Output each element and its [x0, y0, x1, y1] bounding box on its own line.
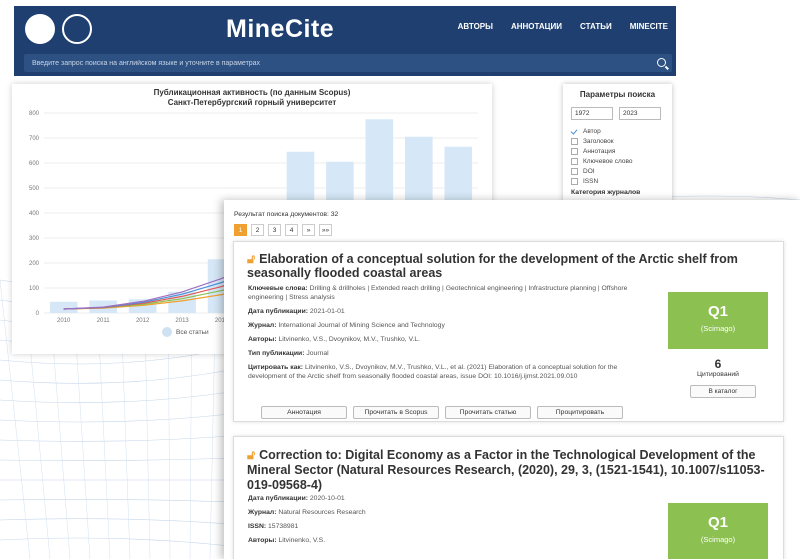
- journal-category-label: Категория журналов: [571, 189, 641, 196]
- article-title[interactable]: 🔓︎ Correction to: Digital Economy as a Fa…: [247, 448, 765, 492]
- bar-2010: [49, 301, 78, 313]
- site-header: MineCite АВТОРЫ АННОТАЦИИ СТАТЬИ MINECIT…: [14, 6, 676, 76]
- option-doi[interactable]: DOI: [571, 166, 664, 176]
- x-tick-label: 2013: [175, 318, 189, 323]
- date-field: Дата публикации: 2020-10-01: [248, 495, 345, 502]
- card-actions: Аннотация Прочитать в Scopus Прочитать с…: [261, 406, 623, 419]
- search-icon[interactable]: [657, 58, 666, 67]
- publication-type-field: Тип публикации: Journal: [248, 350, 329, 357]
- background-grid-line: [0, 457, 231, 461]
- checkbox-issn[interactable]: [571, 177, 578, 185]
- search-bar: [24, 54, 672, 72]
- params-title: Параметры поиска: [579, 90, 656, 99]
- read-in-scopus-button[interactable]: Прочитать в Scopus: [353, 406, 439, 419]
- article-title[interactable]: 🔓︎ Elaboration of a conceptual solution f…: [247, 252, 738, 280]
- nav-authors[interactable]: АВТОРЫ: [457, 22, 493, 31]
- main-nav: АВТОРЫ АННОТАЦИИ СТАТЬИ MINECITE: [458, 22, 668, 31]
- background-grid-line: [0, 369, 231, 384]
- x-tick-label: 2011: [97, 318, 111, 323]
- y-tick-label: 600: [29, 161, 40, 167]
- results-count: Результат поиска документов: 32: [234, 211, 339, 218]
- site-title[interactable]: MineCite: [226, 15, 335, 43]
- checkbox-author[interactable]: [571, 127, 578, 135]
- option-annotation[interactable]: Аннотация: [571, 146, 664, 156]
- chart-title: Публикационная активность (по данным Sco…: [153, 88, 351, 97]
- background-grid-line: [0, 499, 231, 503]
- open-access-lock-icon: 🔓︎: [247, 252, 256, 266]
- date-field: Дата публикации: 2021-01-01: [248, 308, 345, 315]
- quartile-badge: Q1 (Scimago): [668, 292, 768, 349]
- background-grid-line: [0, 518, 231, 525]
- authors-field: Авторы: Litvinenko, V.S.: [248, 537, 326, 544]
- x-tick-label: 2010: [57, 318, 71, 323]
- university-seal-logo[interactable]: [62, 14, 92, 44]
- background-grid-line: [0, 435, 231, 442]
- checkbox-keyword[interactable]: [571, 157, 578, 165]
- page-2-button[interactable]: 2: [251, 224, 264, 236]
- page-3-button[interactable]: 3: [268, 224, 281, 236]
- option-keyword[interactable]: Ключевое слово: [571, 156, 664, 166]
- background-grid-line: [0, 413, 231, 423]
- citations-count: 6 Цитирований: [697, 357, 739, 378]
- search-params-panel: Параметры поиска Автор Заголовок Аннотац…: [563, 84, 672, 202]
- annotation-button[interactable]: Аннотация: [261, 406, 347, 419]
- checkbox-annotation[interactable]: [571, 147, 578, 155]
- journal-field: Журнал: Natural Resources Research: [248, 509, 366, 516]
- y-tick-label: 500: [29, 186, 40, 192]
- results-count-value: 32: [330, 211, 339, 218]
- open-access-lock-icon: 🔓︎: [247, 448, 256, 462]
- nav-minecite[interactable]: MINECITE: [629, 22, 668, 31]
- y-tick-label: 400: [29, 211, 40, 217]
- cite-as-field: Цитировать как: Litvinenko, V.S., Dvoyni…: [248, 364, 618, 380]
- journal-field: Журнал: International Journal of Mining …: [248, 322, 445, 329]
- checkbox-title[interactable]: [571, 137, 578, 145]
- x-tick-label: 2012: [136, 318, 150, 323]
- last-page-button[interactable]: »»: [319, 224, 332, 236]
- add-to-catalog-button[interactable]: В каталог: [690, 385, 756, 398]
- issn-field: ISSN: 15738981: [248, 523, 299, 530]
- quartile-badge: Q1 (Scimago): [668, 503, 768, 559]
- read-article-button[interactable]: Прочитать статью: [445, 406, 531, 419]
- y-tick-label: 200: [29, 261, 40, 267]
- year-from-input[interactable]: [571, 107, 613, 120]
- x-tick-label: 2014: [215, 318, 229, 323]
- result-card: 🔓︎ Correction to: Digital Economy as a Fa…: [233, 436, 784, 559]
- cite-button[interactable]: Процитировать: [537, 406, 623, 419]
- year-to-input[interactable]: [619, 107, 661, 120]
- y-tick-label: 0: [36, 311, 40, 317]
- nav-articles[interactable]: СТАТЬИ: [580, 22, 612, 31]
- result-card: 🔓︎ Elaboration of a conceptual solution f…: [233, 241, 784, 422]
- option-title[interactable]: Заголовок: [571, 136, 664, 146]
- pagination: 1 2 3 4 » »»: [234, 224, 332, 236]
- search-results-panel: Результат поиска документов: 32 1 2 3 4 …: [224, 200, 800, 559]
- option-author[interactable]: Автор: [571, 126, 664, 136]
- page-4-button[interactable]: 4: [285, 224, 298, 236]
- option-issn[interactable]: ISSN: [571, 176, 664, 186]
- background-grid-line: [0, 537, 231, 547]
- page-1-button[interactable]: 1: [234, 224, 247, 236]
- background-grid-line: [0, 279, 31, 559]
- year-range: [571, 107, 664, 120]
- background-grid-line: [0, 391, 231, 403]
- nav-annotations[interactable]: АННОТАЦИИ: [510, 22, 563, 31]
- y-tick-label: 100: [29, 286, 40, 292]
- y-tick-label: 300: [29, 236, 40, 242]
- keywords-field: Ключевые слова: Drilling & drillholes | …: [248, 285, 628, 301]
- authors-field: Авторы: Litvinenko, V.S., Dvoynikov, M.V…: [248, 336, 421, 343]
- checkbox-doi[interactable]: [571, 167, 578, 175]
- next-page-button[interactable]: »: [302, 224, 315, 236]
- y-tick-label: 800: [29, 111, 40, 117]
- legend-item-all-articles[interactable]: Все статьи: [162, 327, 209, 337]
- y-tick-label: 700: [29, 136, 40, 142]
- university-emblem-logo[interactable]: [25, 14, 55, 44]
- chart-subtitle: Санкт-Петербургский горный университет: [167, 98, 337, 107]
- search-input[interactable]: [24, 54, 650, 72]
